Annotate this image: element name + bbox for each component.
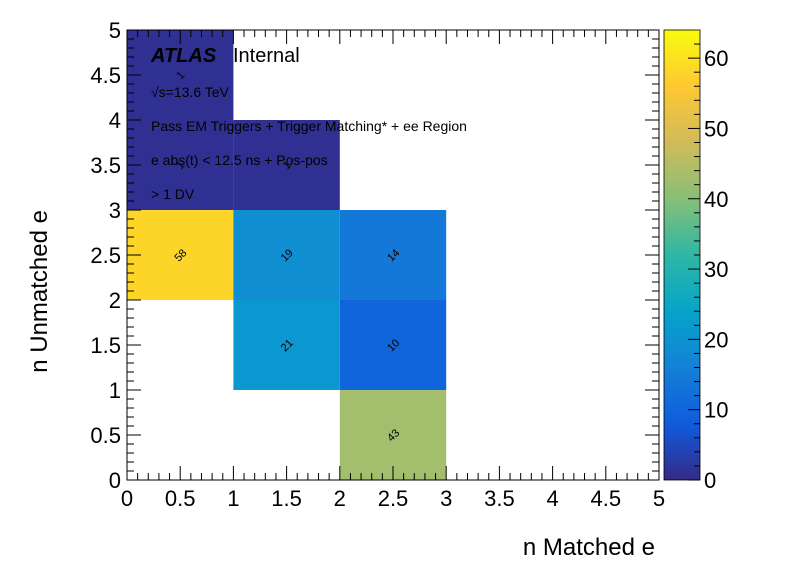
- y-tick-label: 0: [109, 468, 121, 493]
- internal-label: Internal: [233, 45, 300, 67]
- energy-label: √s=13.6 TeV: [151, 84, 230, 100]
- x-tick-label: 3: [440, 486, 452, 511]
- colorbar: 0 10 20 30 40 50 60: [663, 29, 728, 493]
- heatmap-cell: [233, 210, 340, 300]
- colorbar-tick-label: 10: [704, 398, 728, 423]
- x-tick-label: 1.5: [271, 486, 302, 511]
- y-tick-label: 3.5: [90, 153, 121, 178]
- heatmap-cell: [127, 120, 234, 210]
- x-tick-label: 3.5: [484, 486, 515, 511]
- x-tick-label: 4.5: [591, 486, 622, 511]
- y-tick-label: 4.5: [90, 63, 121, 88]
- y-axis: 0 0.5 1 1.5 2 2.5 3 3.5 4 4.5 5: [90, 18, 659, 493]
- x-tick-label: 2.5: [378, 486, 409, 511]
- y-tick-label: 2: [109, 288, 121, 313]
- annotations: ATLAS Internal √s=13.6 TeV Pass EM Trigg…: [150, 45, 467, 202]
- heatmap-cell: [339, 300, 447, 390]
- heatmap-cell: [127, 210, 234, 300]
- dv-label: > 1 DV: [151, 186, 195, 202]
- colorbar-tick-label: 40: [704, 187, 728, 212]
- y-axis-title: n Unmatched e: [26, 210, 53, 373]
- heatmap-cell: [233, 120, 340, 210]
- y-tick-label: 2.5: [90, 243, 121, 268]
- colorbar-tick-label: 50: [704, 116, 728, 141]
- atlas-label: ATLAS: [150, 45, 217, 67]
- x-axis-title: n Matched e: [523, 534, 655, 561]
- y-tick-label: 3: [109, 198, 121, 223]
- y-tick-label: 1: [109, 378, 121, 403]
- x-tick-label: 0: [121, 486, 133, 511]
- heatmap-cell: [233, 300, 340, 390]
- x-tick-label: 0.5: [165, 486, 196, 511]
- y-tick-label: 1.5: [90, 333, 121, 358]
- heatmap-cell: [339, 390, 447, 480]
- y-tick-label: 0.5: [90, 423, 121, 448]
- heatmap-cell: [127, 30, 234, 120]
- x-tick-label: 2: [334, 486, 346, 511]
- y-tick-label: 4: [109, 108, 121, 133]
- colorbar-tick-label: 20: [704, 327, 728, 352]
- colorbar-ticks: 0 10 20 30 40 50 60: [688, 43, 728, 493]
- x-tick-label: 1: [227, 486, 239, 511]
- colorbar-tick-label: 30: [704, 257, 728, 282]
- x-tick-label: 5: [653, 486, 665, 511]
- x-axis: 0 0.5 1 1.5 2 2.5 3 3.5 4 4.5 5: [121, 30, 665, 511]
- colorbar-tick-label: 0: [704, 468, 716, 493]
- timing-label: e abs(t) < 12.5 ns + Pos-pos: [151, 152, 328, 168]
- heatmap-cell: [339, 210, 447, 300]
- colorbar-tick-label: 60: [704, 46, 728, 71]
- x-tick-label: 4: [546, 486, 558, 511]
- selection-label: Pass EM Triggers + Trigger Matching* + e…: [151, 118, 467, 134]
- y-tick-label: 5: [109, 18, 121, 43]
